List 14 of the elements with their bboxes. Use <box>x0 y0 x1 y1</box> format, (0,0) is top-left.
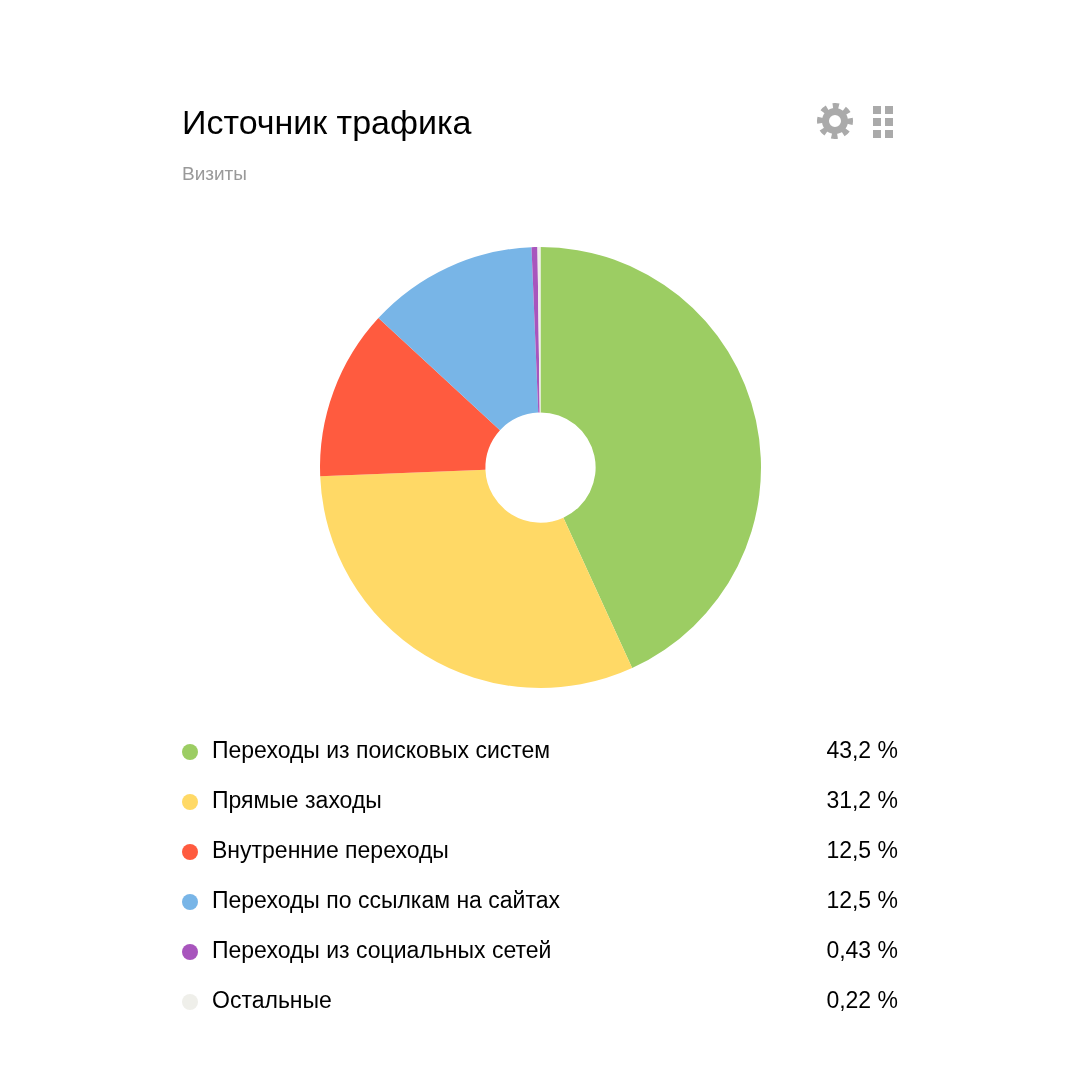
legend-label: Переходы из социальных сетей <box>212 937 552 964</box>
chart-subtitle: Визиты <box>182 163 247 184</box>
legend-label: Прямые заходы <box>212 787 382 814</box>
legend-label: Внутренние переходы <box>212 837 449 864</box>
data-label: 12,5 % <box>826 887 898 914</box>
chart-title: Источник трафика <box>182 103 472 141</box>
data-label: 12,5 % <box>826 837 898 864</box>
legend-label: Остальные <box>212 987 332 1014</box>
data-label: 0,22 % <box>826 987 898 1014</box>
data-label: 0,43 % <box>826 937 898 964</box>
legend-label: Переходы по ссылкам на сайтах <box>212 887 561 914</box>
data-label: 31,2 % <box>826 787 898 814</box>
data-label: 43,2 % <box>826 737 898 764</box>
legend-label: Переходы из поисковых систем <box>212 737 551 764</box>
